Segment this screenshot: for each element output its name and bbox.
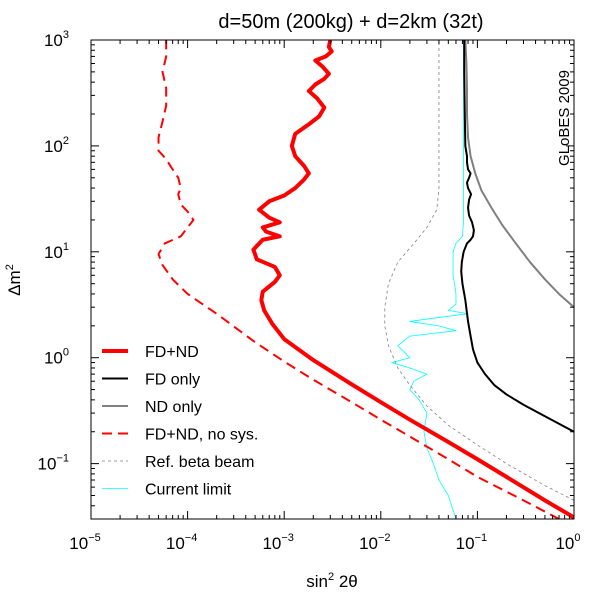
- chart-title: d=50m (200kg) + d=2km (32t): [218, 11, 483, 33]
- y-tick-label: 100: [44, 347, 69, 368]
- x-tick-label: 100: [555, 532, 580, 553]
- legend-label-fd-nd: FD+ND: [145, 344, 199, 361]
- legend-label-nd-only: ND only: [145, 399, 202, 416]
- series-line-fd-nd: [251, 40, 574, 519]
- series-line-nd-only: [464, 40, 574, 308]
- x-axis-label: sin2 2θ: [306, 571, 358, 591]
- legend-label-fd-nd-no-sys: FD+ND, no sys.: [145, 427, 258, 444]
- x-tick-label: 10−4: [166, 532, 197, 553]
- y-axis-label-sup: 2: [4, 264, 16, 270]
- y-axis-label: Δm2: [4, 264, 24, 296]
- legend-label-ref-beta-beam: Ref. beta beam: [145, 454, 254, 471]
- y-tick-label: 102: [44, 135, 69, 156]
- x-tick-label: 10−2: [359, 532, 390, 553]
- y-tick-label: 10−1: [38, 453, 69, 474]
- watermark-text: GLoBES 2009: [556, 70, 573, 166]
- x-axis-label-sup: 2: [328, 571, 334, 583]
- x-axis-label-part2: 2θ: [334, 572, 358, 591]
- legend-label-current-limit: Current limit: [145, 482, 232, 499]
- legend-label-fd-only: FD only: [145, 372, 200, 389]
- x-tick-label: 10−5: [69, 532, 100, 553]
- x-tick-label: 10−1: [456, 532, 487, 553]
- y-tick-label: 103: [44, 29, 69, 50]
- series-line-fd-only: [460, 40, 574, 433]
- x-axis-label-part1: sin: [306, 572, 328, 591]
- legend: FD+ND FD only ND only FD+ND, no sys. Ref. be…: [102, 344, 258, 499]
- y-tick-label: 101: [44, 241, 69, 262]
- plot-frame: [90, 39, 575, 520]
- y-axis-label-part1: Δm: [5, 270, 24, 296]
- series-line-fd-nd-no-sys: [157, 40, 560, 519]
- series-line-current-limit: [391, 40, 469, 519]
- series-line-ref-beta-beam: [384, 40, 574, 501]
- x-tick-label: 10−3: [262, 532, 293, 553]
